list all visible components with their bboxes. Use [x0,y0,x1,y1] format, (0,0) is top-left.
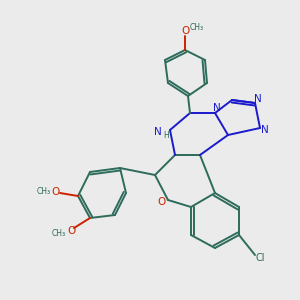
Text: CH₃: CH₃ [52,229,66,238]
Text: Cl: Cl [255,253,265,263]
Text: O: O [158,197,166,207]
Text: CH₃: CH₃ [190,23,204,32]
Text: O: O [67,226,75,236]
Text: N: N [261,125,269,135]
Text: O: O [181,26,189,36]
Text: H: H [163,130,169,140]
Text: O: O [52,187,60,197]
Text: N: N [213,103,221,113]
Text: N: N [154,127,162,137]
Text: CH₃: CH₃ [37,188,51,196]
Text: N: N [254,94,262,104]
